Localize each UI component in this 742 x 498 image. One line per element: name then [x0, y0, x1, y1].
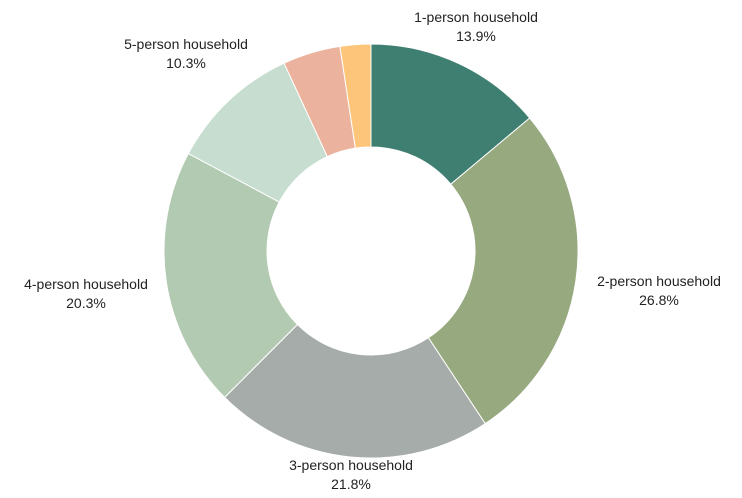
slice-value-label: 26.8% — [639, 292, 679, 308]
slice-2-person-household — [427, 117, 579, 425]
slice-label: 1-person household — [414, 9, 538, 25]
slice-label: 2-person household — [597, 273, 721, 289]
slice-label: 3-person household — [289, 457, 413, 473]
labels-layer: 1-person household 13.9% 2-person househol… — [24, 9, 721, 492]
slice-value-label: 10.3% — [166, 55, 206, 71]
slice-4-person-household — [163, 152, 299, 399]
slice-3-person-household — [223, 323, 486, 459]
slices-layer — [163, 43, 579, 459]
slice-value-label: 20.3% — [66, 295, 106, 311]
slice-value-label: 21.8% — [331, 476, 371, 492]
slice-value-label: 13.9% — [456, 28, 496, 44]
slice-label: 5-person household — [124, 36, 248, 52]
slice-1-person-household — [370, 43, 531, 185]
slice-unlabeled-6 — [339, 43, 372, 149]
slice-label: 4-person household — [24, 276, 148, 292]
